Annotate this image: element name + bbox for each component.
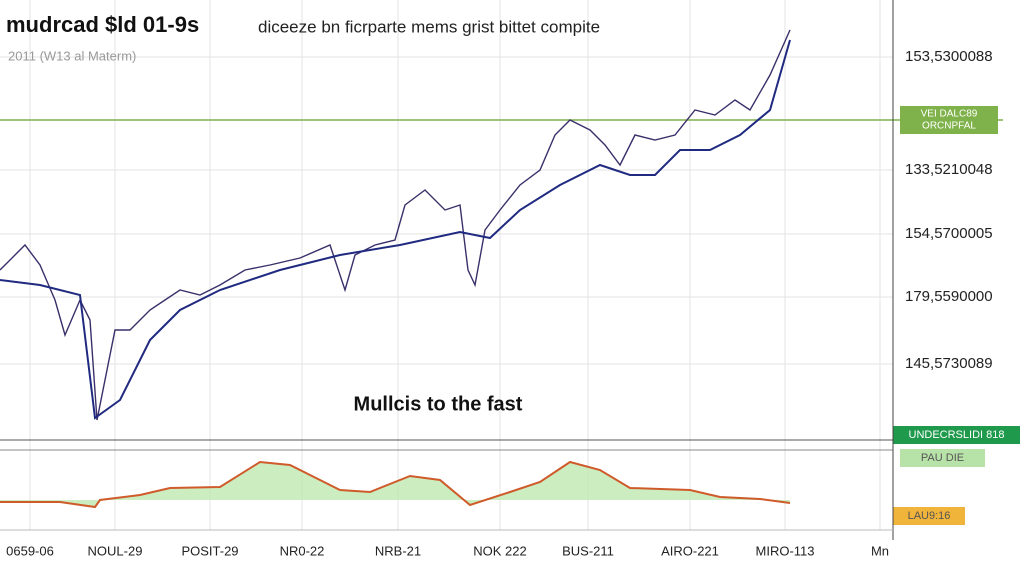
y-tick-label: 145,5730089 (905, 355, 993, 372)
x-tick-label: MIRO-113 (756, 543, 815, 558)
indicator-line (0, 460, 791, 509)
y-tick-label: 179,5590000 (905, 288, 993, 305)
x-tick-label: NOK 222 (473, 543, 526, 558)
badge-label: LAU9:16 (908, 510, 951, 522)
y-tick-label: 133,5210048 (905, 161, 993, 178)
chart-subtitle: 2011 (W13 al Materm) (8, 48, 136, 63)
badge (893, 507, 965, 525)
badge (900, 449, 985, 467)
level-label: VEI DALC89 (921, 109, 978, 120)
y-tick-label: 154,5700005 (905, 225, 993, 242)
area-fill (0, 462, 790, 507)
badge (893, 426, 1020, 444)
x-tick-label: NR0-22 (280, 543, 325, 558)
badge-label: UNDECRSLIDI 818 (909, 429, 1005, 441)
chart-headline: diceeze bn ficrparte mems grist bittet c… (258, 17, 600, 36)
level-badge (900, 106, 998, 134)
x-tick-label: Mn (871, 543, 889, 558)
x-tick-label: NRB-21 (375, 543, 421, 558)
annotation: Mullcis to the fast (354, 393, 523, 415)
chart-title: mudrcad $ld 01-9s (6, 12, 199, 37)
x-tick-label: AIRO-221 (661, 543, 719, 558)
plot-layer: 0659-06 NOUL-29 POSIT-29 NR0-22 NRB-21 NOK 22… (0, 0, 1020, 558)
x-tick-label: NOUL-29 (88, 543, 143, 558)
y-tick-label: 153,5300088 (905, 48, 993, 65)
price-line (0, 29, 791, 421)
badge-label: PAU DIE (921, 452, 964, 464)
x-tick-label: BUS-211 (562, 543, 614, 558)
level-sublabel: ORCNPFAL (922, 121, 976, 132)
price-line (0, 39, 791, 420)
x-tick-label: POSIT-29 (181, 543, 238, 558)
x-tick-label: 0659-06 (6, 543, 54, 558)
